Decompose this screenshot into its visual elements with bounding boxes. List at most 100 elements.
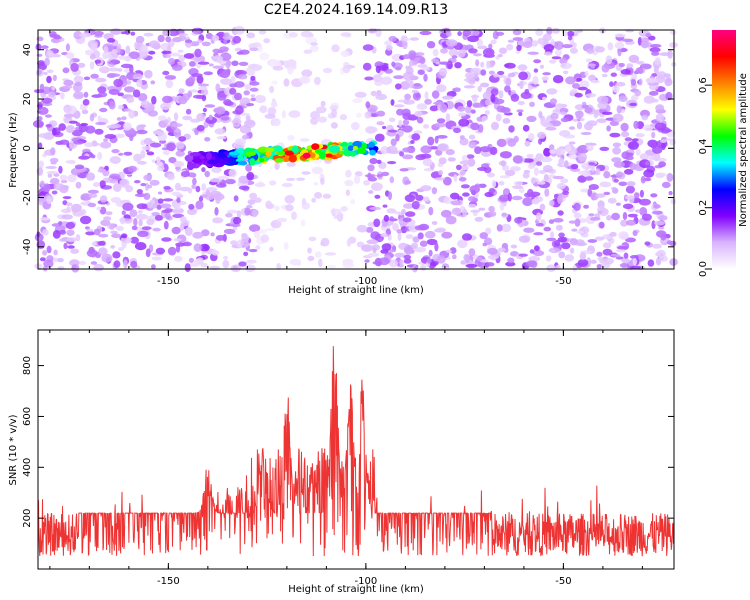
- heatmap-point: [577, 175, 587, 183]
- heatmap-point: [554, 49, 563, 56]
- heatmap-point: [560, 111, 567, 116]
- heatmap-point: [267, 107, 277, 116]
- heatmap-point: [369, 206, 382, 211]
- heatmap-point: [495, 113, 502, 122]
- heatmap-point: [649, 47, 661, 53]
- heatmap-point: [533, 196, 544, 203]
- heatmap-point: [79, 32, 92, 38]
- heatmap-point: [432, 48, 439, 57]
- heatmap-point: [155, 161, 163, 167]
- heatmap-point: [110, 197, 122, 203]
- heatmap-point: [274, 162, 280, 171]
- heatmap-point: [601, 64, 610, 73]
- heatmap-point: [543, 174, 549, 181]
- heatmap-point: [487, 172, 495, 178]
- heatmap-point: [586, 48, 595, 54]
- heatmap-point: [495, 31, 505, 36]
- heatmap-point: [476, 256, 483, 262]
- heatmap-point: [91, 241, 97, 246]
- heatmap-point: [667, 50, 673, 59]
- heatmap-point: [551, 27, 560, 34]
- heatmap-point: [611, 187, 617, 190]
- heatmap-point: [394, 252, 406, 258]
- heatmap-point: [389, 259, 398, 268]
- heatmap-point: [120, 31, 127, 35]
- heatmap-point: [162, 95, 173, 104]
- heatmap-point: [424, 91, 429, 100]
- heatmap-point: [259, 105, 268, 114]
- heatmap-point: [411, 133, 421, 141]
- heatmap-point: [95, 77, 107, 83]
- heatmap-point: [111, 149, 120, 154]
- heatmap-point: [211, 167, 222, 173]
- heatmap-point: [490, 39, 497, 45]
- heatmap-point: [201, 88, 209, 96]
- heatmap-point: [244, 84, 252, 90]
- heatmap-point: [470, 122, 480, 131]
- heatmap-point: [653, 204, 661, 209]
- heatmap-point: [496, 138, 507, 148]
- heatmap-point: [564, 145, 572, 152]
- heatmap-point: [65, 160, 73, 164]
- snr-frame: [37, 329, 675, 570]
- heatmap-point: [561, 63, 566, 68]
- heatmap-point: [345, 189, 351, 196]
- heatmap-point: [422, 158, 433, 167]
- heatmap-point: [535, 212, 542, 222]
- heatmap-point: [635, 67, 644, 74]
- heatmap-point: [542, 33, 552, 42]
- heatmap-point: [386, 45, 393, 51]
- heatmap-point: [480, 61, 485, 68]
- heatmap-point: [215, 234, 226, 241]
- heatmap-point: [254, 95, 266, 103]
- heatmap-point: [89, 61, 95, 70]
- heatmap-point: [618, 181, 628, 187]
- heatmap-point: [287, 135, 295, 141]
- heatmap-point: [431, 187, 438, 195]
- heatmap-point: [172, 64, 183, 71]
- heatmap-point: [110, 123, 122, 129]
- heatmap-point: [479, 146, 492, 153]
- heatmap-point: [472, 94, 478, 103]
- heatmap-point: [457, 31, 462, 37]
- heatmap-point: [509, 166, 521, 172]
- heatmap-point: [636, 60, 645, 65]
- heatmap-point: [660, 233, 667, 241]
- heatmap-point: [43, 183, 51, 193]
- heatmap-point: [624, 195, 635, 200]
- heatmap-point: [624, 168, 634, 175]
- heatmap-point: [380, 76, 393, 85]
- heatmap-point: [38, 195, 48, 203]
- heatmap-point: [46, 75, 52, 84]
- heatmap-signal-point: [357, 146, 367, 154]
- heatmap-point: [620, 69, 631, 75]
- heatmap-signal-point: [288, 154, 297, 163]
- heatmap-point: [254, 64, 263, 71]
- heatmap-point: [513, 135, 519, 143]
- heatmap-point: [51, 86, 56, 91]
- heatmap-point: [112, 251, 121, 259]
- heatmap-point: [627, 213, 638, 218]
- heatmap-point: [507, 39, 515, 43]
- heatmap-point: [230, 240, 238, 246]
- heatmap-point: [272, 65, 284, 71]
- heatmap-point: [129, 64, 134, 73]
- heatmap-point: [95, 121, 107, 126]
- heatmap-signal-point: [311, 143, 320, 151]
- heatmap-point: [97, 91, 108, 98]
- heatmap-point: [404, 93, 411, 100]
- heatmap-point: [40, 45, 49, 49]
- heatmap-point: [454, 61, 462, 69]
- heatmap-point: [59, 229, 66, 235]
- heatmap-point: [663, 73, 671, 78]
- snr-ytick-label: 400: [22, 458, 33, 477]
- heatmap-signal-point: [184, 154, 195, 162]
- heatmap-point: [614, 178, 619, 183]
- heatmap-point: [499, 151, 512, 159]
- spectrogram-ticks: -150 -100 -50 -40 -20 0 20 40: [22, 30, 674, 287]
- heatmap-point: [638, 78, 643, 86]
- heatmap-point: [436, 255, 446, 264]
- heatmap-signal-point: [206, 159, 218, 165]
- heatmap-point: [420, 185, 432, 192]
- heatmap-point: [395, 83, 402, 90]
